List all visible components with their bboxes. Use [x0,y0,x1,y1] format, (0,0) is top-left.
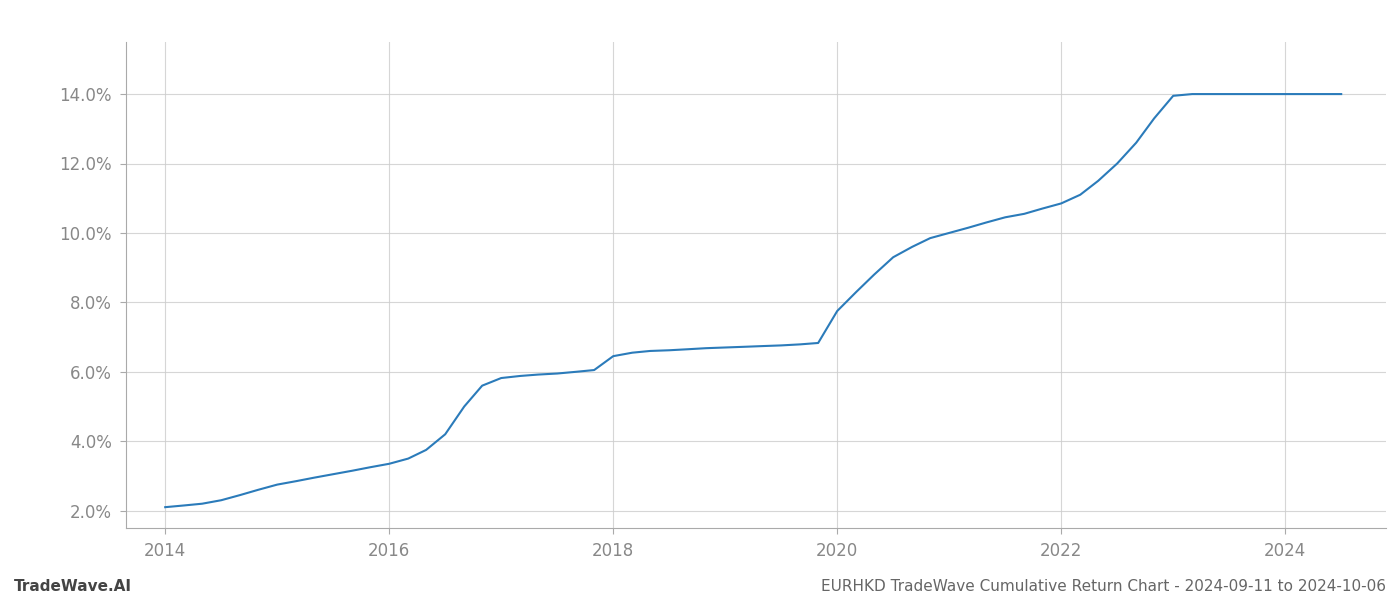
Text: EURHKD TradeWave Cumulative Return Chart - 2024-09-11 to 2024-10-06: EURHKD TradeWave Cumulative Return Chart… [820,579,1386,594]
Text: TradeWave.AI: TradeWave.AI [14,579,132,594]
